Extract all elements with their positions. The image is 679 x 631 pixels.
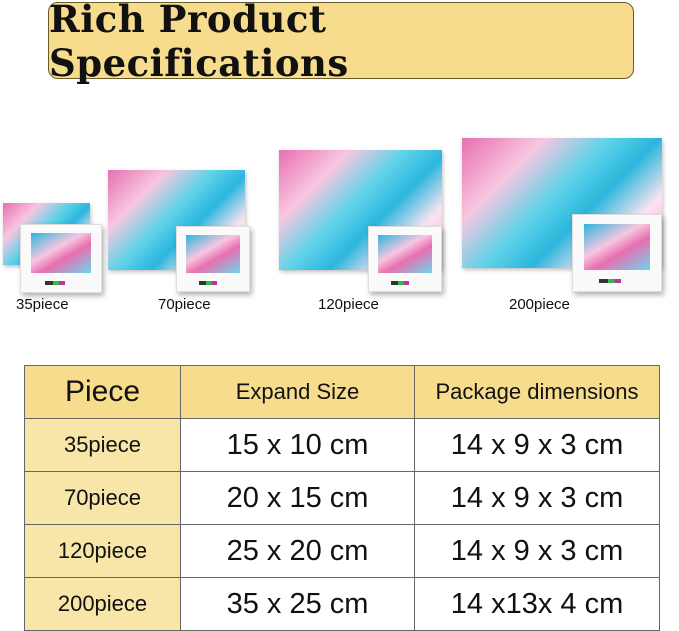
header-expand-size: Expand Size (180, 365, 415, 419)
table-row: 120piece 25 x 20 cm 14 x 9 x 3 cm (24, 524, 660, 578)
header-package-dimensions: Package dimensions (414, 365, 660, 419)
header-piece: Piece (24, 365, 181, 419)
package-cell: 14 x13x 4 cm (414, 577, 660, 631)
product-label-120: 120piece (318, 296, 379, 313)
product-label-70: 70piece (158, 296, 211, 313)
table-row: 35piece 15 x 10 cm 14 x 9 x 3 cm (24, 418, 660, 472)
puzzle-box-35 (20, 224, 102, 293)
product-label-200: 200piece (509, 296, 570, 313)
package-cell: 14 x 9 x 3 cm (414, 471, 660, 525)
table-row: 70piece 20 x 15 cm 14 x 9 x 3 cm (24, 471, 660, 525)
expand-size-cell: 15 x 10 cm (180, 418, 415, 472)
title-banner: Rich Product Specifications (48, 0, 634, 85)
piece-cell: 70piece (24, 471, 181, 525)
puzzle-box-200 (572, 214, 662, 292)
product-label-35: 35piece (16, 296, 69, 313)
spec-table: Piece Expand Size Package dimensions 35p… (24, 365, 660, 631)
page-title: Rich Product Specifications (49, 0, 349, 85)
expand-size-cell: 20 x 15 cm (180, 471, 415, 525)
piece-cell: 35piece (24, 418, 181, 472)
expand-size-cell: 25 x 20 cm (180, 524, 415, 578)
table-header-row: Piece Expand Size Package dimensions (24, 365, 660, 419)
package-cell: 14 x 9 x 3 cm (414, 524, 660, 578)
package-cell: 14 x 9 x 3 cm (414, 418, 660, 472)
piece-cell: 120piece (24, 524, 181, 578)
expand-size-cell: 35 x 25 cm (180, 577, 415, 631)
puzzle-box-120 (368, 226, 442, 292)
puzzle-box-70 (176, 226, 250, 292)
piece-cell: 200piece (24, 577, 181, 631)
table-row: 200piece 35 x 25 cm 14 x13x 4 cm (24, 577, 660, 631)
